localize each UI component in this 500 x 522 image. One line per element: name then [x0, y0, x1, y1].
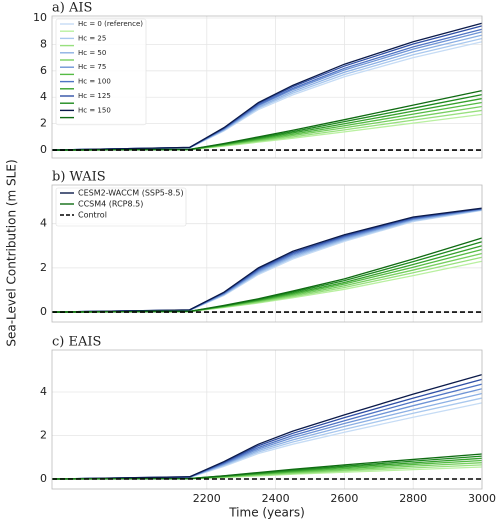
y-tick-label: 6 [40, 64, 47, 77]
plot-frame [51, 15, 483, 159]
x-tick-label: 3000 [468, 492, 496, 505]
x-tick-label: 2800 [399, 492, 427, 505]
series-line [51, 207, 483, 313]
plot-frame [51, 184, 483, 323]
legend-label: Hc = 125 [78, 92, 111, 100]
x-tick-label: 2200 [193, 492, 221, 505]
legend-label: Hc = 50 [78, 49, 106, 57]
legend-label: CCSM4 (RCP8.5) [78, 200, 143, 209]
x-axis-label: Time (years) [228, 506, 305, 520]
panel-title: c) EAIS [52, 335, 101, 350]
legend-label: Hc = 75 [78, 63, 106, 71]
y-tick-label: 4 [40, 385, 47, 398]
legend-label: Hc = 100 [78, 78, 111, 86]
legend-label: Hc = 25 [78, 34, 106, 42]
legend-label: Hc = 0 (reference) [78, 20, 143, 28]
series-line [51, 373, 483, 480]
y-tick-label: 10 [33, 11, 47, 24]
y-tick-label: 0 [40, 472, 47, 485]
y-tick-label: 2 [40, 261, 47, 274]
y-tick-label: 0 [40, 143, 47, 156]
legend-box [55, 187, 187, 227]
y-tick-label: 0 [40, 305, 47, 318]
panel-title: b) WAIS [52, 170, 106, 185]
legend-label: CESM2-WACCM (SSP5-8.5) [78, 189, 184, 198]
y-tick-label: 2 [40, 428, 47, 441]
plot-frame [51, 349, 483, 490]
series-line [51, 453, 483, 480]
y-tick-label: 4 [40, 217, 47, 230]
panel-title: a) AIS [52, 1, 92, 16]
y-axis-label: Sea-Level Contribution (m SLE) [5, 159, 19, 346]
legend-label: Hc = 150 [78, 106, 111, 114]
legend-box [55, 18, 147, 126]
x-tick-label: 2400 [262, 492, 290, 505]
series-line [51, 237, 483, 313]
series-line [51, 22, 483, 151]
y-tick-label: 8 [40, 37, 47, 50]
x-tick-label: 2600 [330, 492, 358, 505]
y-tick-label: 4 [40, 90, 47, 103]
y-tick-label: 2 [40, 117, 47, 130]
legend-label: Control [78, 211, 107, 220]
series-line [51, 89, 483, 151]
